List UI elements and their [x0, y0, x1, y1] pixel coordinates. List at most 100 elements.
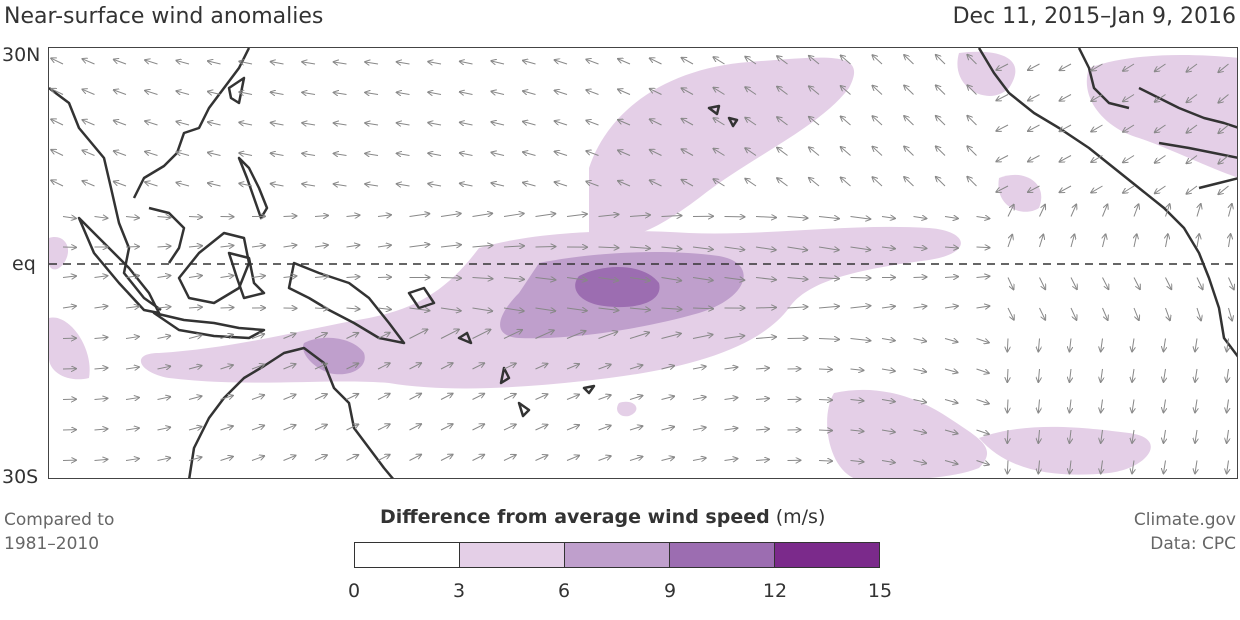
wind-vector: [208, 61, 221, 64]
wind-vector: [83, 181, 95, 187]
wind-vector: [1102, 277, 1109, 290]
wind-vector: [661, 366, 675, 369]
wind-vector: [913, 306, 927, 308]
wind-vector: [566, 395, 579, 400]
wind-vector: [1060, 124, 1072, 131]
wind-vector: [220, 245, 234, 247]
wind-vector: [872, 116, 883, 126]
wind-vector: [365, 184, 379, 186]
wind-vector: [682, 88, 694, 95]
wind-vector: [692, 308, 713, 309]
wind-vector: [904, 116, 914, 126]
wind-vector: [996, 124, 1009, 131]
wind-vector: [850, 247, 871, 250]
wind-vector: [1069, 338, 1071, 352]
wind-vector: [755, 368, 769, 369]
wind-vector: [745, 57, 757, 65]
wind-vector: [346, 245, 360, 247]
wind-vector: [491, 122, 505, 125]
wind-vector: [503, 308, 524, 311]
wind-vector: [283, 245, 297, 247]
wind-vector: [904, 177, 914, 187]
wind-vector: [777, 117, 788, 126]
wind-vector: [1163, 338, 1165, 352]
wind-vector: [283, 364, 296, 370]
wind-vector: [976, 368, 989, 373]
wind-vector: [428, 153, 442, 155]
wind-vector: [440, 424, 453, 431]
wind-vector: [397, 123, 410, 125]
wind-vector: [555, 121, 568, 126]
wind-vector: [220, 335, 233, 339]
wind-vector: [661, 247, 682, 249]
wind-vector: [1007, 235, 1012, 248]
wind-vector: [787, 217, 808, 219]
wind-vector: [936, 177, 946, 187]
wind-vector: [428, 184, 442, 186]
wind-vector: [51, 150, 64, 156]
wind-vector: [365, 153, 379, 155]
baseline-line2: 1981–2010: [4, 534, 100, 554]
wind-vector: [618, 150, 631, 156]
wind-vector: [692, 366, 706, 369]
wind-vector: [944, 217, 958, 219]
wind-vector: [535, 214, 556, 217]
wind-vector: [1155, 185, 1166, 193]
wind-vector: [629, 457, 642, 461]
wind-vector: [976, 338, 989, 343]
wind-vector: [1166, 234, 1168, 248]
wind-vector: [692, 335, 713, 339]
legend-tick-9: 9: [663, 580, 677, 602]
wind-vector: [523, 183, 536, 186]
wind-vector: [176, 61, 190, 64]
wind-vector: [409, 214, 430, 217]
wind-vector: [598, 395, 611, 400]
wind-vector: [1133, 204, 1139, 217]
wind-vector: [1007, 277, 1013, 290]
wind-vector: [1197, 204, 1201, 217]
wind-vector: [629, 215, 650, 217]
wind-vector: [157, 366, 171, 369]
wind-vector: [428, 62, 442, 64]
wind-vector: [157, 217, 171, 218]
wind-vector: [618, 120, 631, 126]
wind-vector: [377, 363, 390, 370]
wind-vector: [440, 245, 461, 247]
wind-vector: [936, 55, 946, 65]
wind-vector: [1163, 399, 1165, 413]
wind-vector: [818, 430, 832, 431]
wind-vector: [818, 306, 839, 308]
wind-vector: [271, 153, 284, 155]
wind-vector: [1101, 429, 1103, 443]
wind-vector: [1039, 277, 1046, 290]
wind-vector: [1196, 307, 1201, 320]
wind-vector: [472, 278, 493, 279]
wind-vector: [1195, 368, 1197, 382]
wind-vector: [460, 183, 473, 186]
wind-vector: [996, 155, 1009, 162]
wind-vector: [176, 91, 190, 94]
wind-vector: [1069, 460, 1071, 474]
wind-vector: [1218, 155, 1229, 164]
wind-vector: [114, 121, 127, 126]
wind-vector: [1155, 124, 1166, 132]
wind-vector: [913, 430, 927, 433]
legend-title: Difference from average wind speed (m/s): [380, 506, 825, 528]
wind-vector: [176, 183, 190, 186]
wind-vector: [755, 247, 776, 250]
wind-vector: [913, 400, 927, 403]
wind-vector: [1007, 460, 1008, 474]
wind-vector: [1187, 124, 1198, 133]
wind-vector: [251, 395, 264, 400]
wind-vector: [145, 60, 158, 65]
wind-vector: [1038, 338, 1039, 352]
wind-vector: [472, 330, 491, 339]
legend-tick-12: 12: [762, 580, 788, 602]
wind-vector: [535, 364, 548, 370]
date-range: Dec 11, 2015–Jan 9, 2016: [952, 4, 1236, 29]
wind-vector: [271, 184, 284, 186]
wind-vector: [503, 394, 516, 400]
wind-vector: [809, 117, 820, 126]
wind-vector: [713, 179, 725, 187]
wind-vector: [62, 306, 76, 308]
